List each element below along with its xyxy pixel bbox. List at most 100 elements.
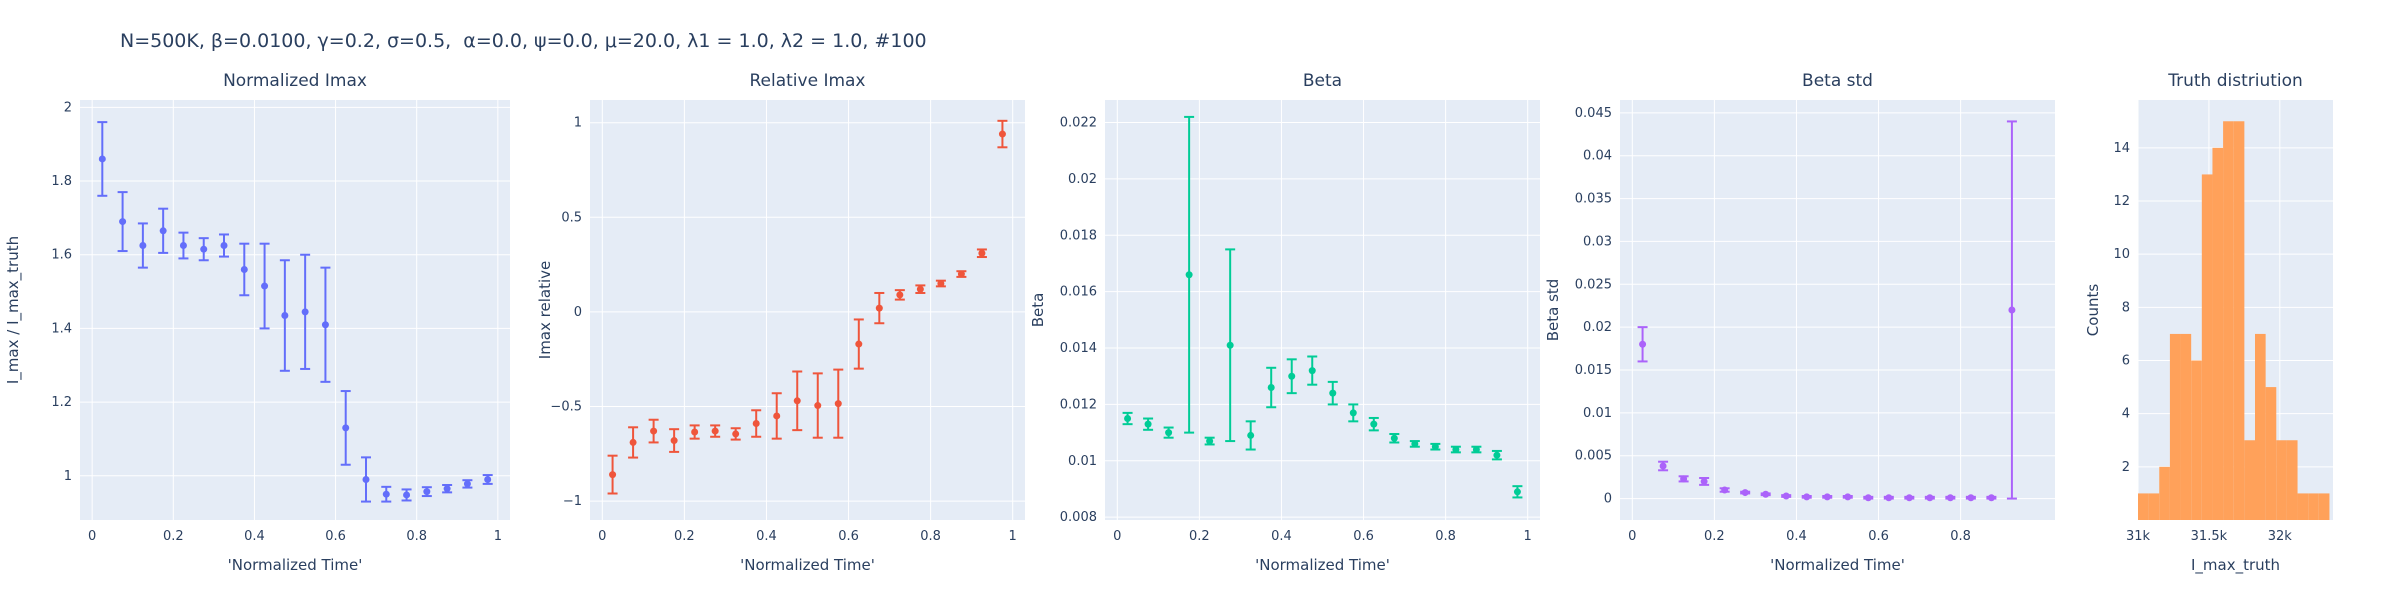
data-point [220,242,228,250]
y-tick-label: 0.025 [1575,277,1612,292]
subplot-3 [1105,100,1540,520]
y-tick-label: 14 [2113,141,2130,156]
y-tick-label: 0 [1604,492,1612,507]
y-tick-label: 0.012 [1060,397,1097,412]
data-point [629,438,637,446]
data-point [1288,372,1296,380]
data-point [937,280,945,288]
x-tick-label: 32k [2268,529,2293,544]
histogram-bar [2244,440,2255,520]
x-tick-label: 0.4 [1271,529,1292,544]
figure-title: N=500K, β=0.0100, γ=0.2, σ=0.5, α=0.0, ψ… [120,30,927,52]
x-axis-title: 'Normalized Time' [1255,556,1390,574]
y-tick-label: 0.01 [1583,406,1612,421]
y-tick-label: 0.03 [1583,234,1612,249]
data-point [1185,271,1193,279]
y-tick-label: 12 [2113,194,2130,209]
data-point [1493,451,1501,459]
data-point [1700,477,1708,485]
data-point [1411,440,1419,448]
y-tick-label: 1.8 [51,174,72,189]
subplot-title: Beta [1303,71,1342,91]
data-point [1390,434,1398,442]
y-tick-label: 0.015 [1575,363,1612,378]
data-point [1885,494,1893,502]
data-point [1247,431,1255,439]
histogram-bar [2276,440,2287,520]
data-point [650,427,658,435]
y-tick-label: 8 [2122,300,2130,315]
data-point [1226,341,1234,349]
data-point [159,227,167,235]
x-tick-label: 0.4 [756,529,777,544]
y-tick-label: 0.04 [1583,149,1612,164]
data-point [98,155,106,163]
histogram-bar [2223,121,2234,521]
subplot-1 [80,100,510,520]
data-point [752,420,760,428]
histogram-bar [2265,387,2277,520]
data-point [139,242,147,250]
data-point [1905,494,1913,502]
data-point [1864,494,1872,502]
x-tick-label: 0.6 [838,529,859,544]
data-point [1639,340,1647,348]
y-axis-title: I_max / I_max_truth [4,236,23,384]
data-point [814,402,822,410]
data-point [1267,384,1275,392]
data-point [1165,429,1173,437]
x-tick-label: 31.5k [2191,529,2228,544]
subplot-title: Truth distriution [2167,71,2303,91]
data-point [1144,420,1152,428]
data-point [978,249,986,257]
data-point [463,480,471,488]
y-tick-label: 0.5 [561,210,582,225]
data-point [362,475,370,483]
x-axis-title: 'Normalized Time' [740,556,875,574]
histogram-bar [2169,333,2181,520]
histogram-bar [2138,493,2149,520]
data-point [896,291,904,299]
data-point [2008,306,2016,314]
data-point [855,340,863,348]
y-tick-label: 4 [2122,407,2130,422]
data-point [1124,415,1132,423]
data-point [1370,420,1378,428]
x-axis-title: 'Normalized Time' [1770,556,1905,574]
subplot-title: Relative Imax [749,71,865,91]
x-tick-label: 0 [598,529,606,544]
y-tick-label: 0.035 [1575,192,1612,207]
data-point [1472,446,1480,454]
subplot-4 [1620,100,2055,520]
data-point [1946,494,1954,502]
data-point [1844,493,1852,501]
data-point [916,285,924,293]
y-axis-title: Counts [2084,284,2102,337]
data-point [200,245,208,253]
data-point [281,312,289,320]
x-tick-label: 0.2 [1704,529,1725,544]
histogram-bar [2308,493,2319,520]
data-point [1452,446,1460,454]
data-point [1513,488,1521,496]
x-tick-label: 0.8 [1435,529,1456,544]
plot-background [1620,100,2055,520]
data-point [711,427,719,435]
data-point [1659,462,1667,470]
data-point [875,304,883,312]
plot-background [80,100,510,520]
histogram-bar [2255,333,2266,520]
y-axis-title: Beta [1029,293,1047,328]
y-tick-label: 1 [64,469,72,484]
histogram-bar [2286,440,2298,520]
data-point [1967,494,1975,502]
histogram-bar [2180,333,2192,520]
data-point [1823,493,1831,501]
data-point [321,321,329,329]
y-tick-label: 0.01 [1068,454,1097,469]
x-axis-title: 'Normalized Time' [228,556,363,574]
histogram-bar [2201,174,2213,521]
y-tick-label: 6 [2122,354,2130,369]
y-tick-label: 0.016 [1060,285,1097,300]
x-tick-label: 1 [1524,529,1532,544]
